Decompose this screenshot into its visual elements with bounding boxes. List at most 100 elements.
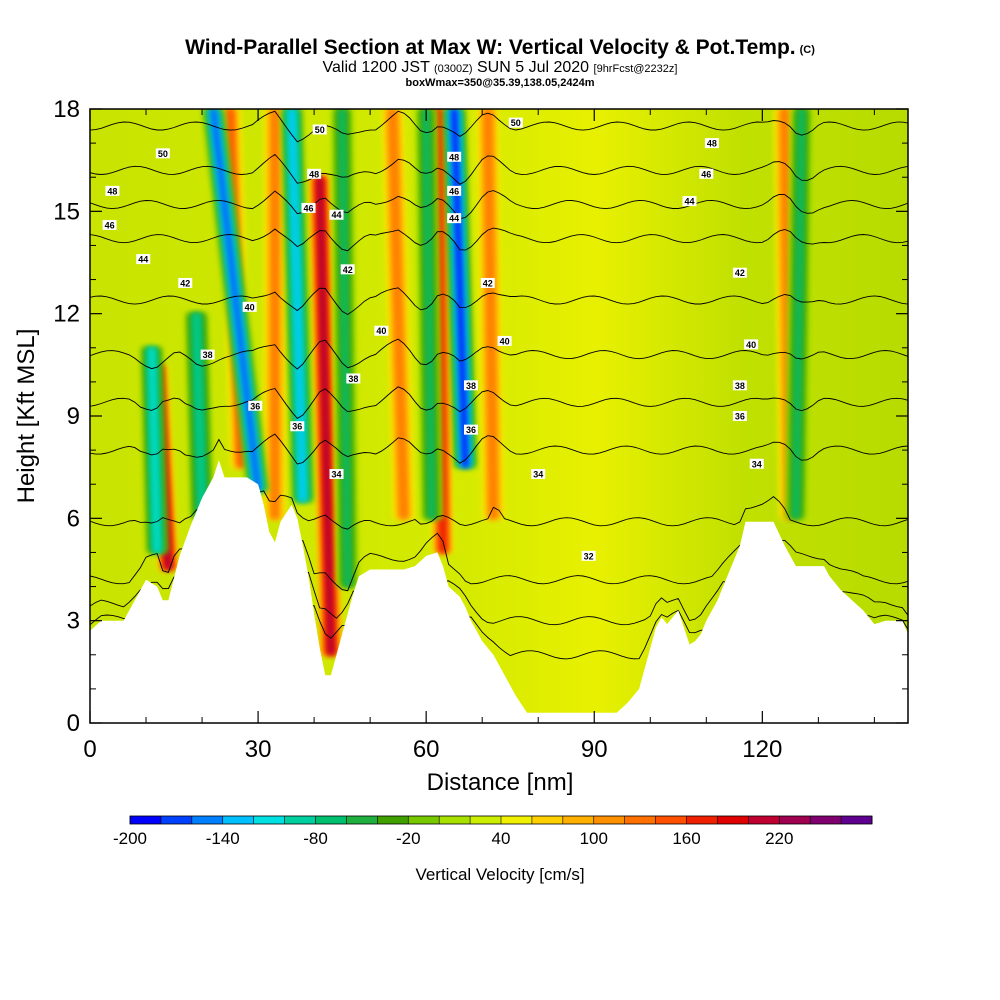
- updraft-band-layer: [390, 109, 406, 519]
- contour-label: 34: [332, 469, 342, 479]
- x-axis-title: Distance [nm]: [427, 769, 574, 796]
- contour-label-bg: [497, 335, 512, 346]
- contour-label: 46: [105, 220, 115, 230]
- contour-label: 46: [303, 203, 313, 213]
- y-axis-title: Height [Kft MSL]: [13, 329, 40, 504]
- downdraft-band-layer: [423, 109, 434, 519]
- downdraft-band-layer: [149, 347, 160, 553]
- contour-label-bg: [480, 277, 495, 288]
- colorbar-swatch: [377, 816, 409, 824]
- downdraft-band-4: [185, 313, 214, 519]
- colorbar-swatch: [624, 816, 656, 824]
- colorbar-tick-label: 160: [672, 829, 700, 848]
- colorbar-swatch: [346, 816, 378, 824]
- contour-label: 34: [533, 469, 543, 479]
- downdraft-band-2: [280, 109, 314, 502]
- contour-label-bg: [531, 468, 546, 479]
- contour-label: 38: [348, 374, 358, 384]
- contour-label-bg: [102, 219, 117, 230]
- colorbar-tick-label: -200: [113, 829, 147, 848]
- colorbar-swatch: [439, 816, 471, 824]
- downdraft-band-0: [202, 109, 270, 492]
- contour-label-bg: [346, 373, 361, 384]
- contour-label: 38: [735, 381, 745, 391]
- valid-utc: (0300Z): [434, 63, 473, 75]
- valid-date: SUN 5 Jul 2020: [477, 59, 590, 76]
- terrain: [90, 460, 908, 723]
- contour-label-bg: [301, 202, 316, 213]
- colorbar-swatch: [779, 816, 811, 824]
- plot-area: 5048464442403836365048464442403834484644…: [53, 96, 909, 763]
- colorbar-tick-label: -140: [206, 829, 240, 848]
- contour-label-bg: [290, 421, 305, 432]
- contour-label-bg: [242, 301, 257, 312]
- contour-label: 36: [466, 425, 476, 435]
- colorbar-swatch: [130, 816, 162, 824]
- contour-label: 42: [180, 278, 190, 288]
- contour-label: 40: [245, 302, 255, 312]
- valid-prefix: Valid 1200 JST: [322, 59, 430, 76]
- colorbar-swatch: [562, 816, 595, 824]
- contour-label-bg: [447, 185, 462, 196]
- downdraft-band-layer: [339, 109, 350, 587]
- velocity-field: [140, 109, 813, 655]
- isotherm-38: [90, 386, 908, 419]
- x-tick-label: 30: [245, 736, 272, 763]
- contour-label: 40: [376, 326, 386, 336]
- colorbar-swatch: [253, 816, 285, 824]
- colorbar-swatch: [160, 816, 193, 824]
- isotherm-44: [90, 227, 908, 252]
- isotherm-32: [90, 532, 908, 592]
- colorbar-swatch: [841, 816, 873, 824]
- contour-label: 50: [511, 118, 521, 128]
- contour-label-bg: [682, 196, 697, 207]
- contour-label-bg: [463, 380, 478, 391]
- contour-label-bg: [155, 148, 170, 159]
- y-tick-label: 15: [53, 198, 80, 225]
- contour-label-bg: [136, 254, 151, 265]
- isotherm-46: [90, 190, 908, 220]
- contour-label-bg: [704, 138, 719, 149]
- isotherm-40: [90, 338, 908, 370]
- y-tick-label: 0: [67, 710, 80, 737]
- chart-title-block: Wind-Parallel Section at Max W: Vertical…: [0, 36, 1000, 89]
- contour-label: 42: [343, 265, 353, 275]
- contour-label-bg: [178, 277, 193, 288]
- contour-label: 48: [449, 152, 459, 162]
- contour-label: 38: [466, 381, 476, 391]
- colorbar-swatch: [593, 816, 626, 824]
- contour-label: 44: [684, 197, 694, 207]
- colorbar-swatch: [222, 816, 255, 824]
- chart-title-suffix: (C): [799, 44, 815, 56]
- colorbar-swatch: [315, 816, 347, 824]
- contour-label-bg: [581, 550, 596, 561]
- contour-labels: 50 48 46 44 42 40 38 36 36 50 48 46 44 42 40 38 34 48 46 44…: [102, 117, 764, 561]
- colorbar: -200 -140 -80 -20 40 100 160 220: [113, 815, 873, 848]
- contour-label: 38: [203, 350, 213, 360]
- contour-label-bg: [447, 151, 462, 162]
- contour-label-bg: [749, 458, 764, 469]
- colorbar-swatch: [748, 816, 780, 824]
- terrain-mask: [90, 460, 908, 723]
- colorbar-swatch: [531, 816, 564, 824]
- contour-label-bg: [105, 185, 120, 196]
- contour-label-bg: [200, 349, 215, 360]
- contour-label: 40: [746, 340, 756, 350]
- downdraft-band-layer: [194, 313, 205, 519]
- contour-label: 40: [500, 336, 510, 346]
- updraft-band-5: [476, 109, 505, 519]
- contour-label-bg: [248, 400, 263, 411]
- contour-label: 44: [449, 214, 459, 224]
- contour-label: 48: [707, 139, 717, 149]
- colorbar-swatch: [686, 816, 718, 824]
- isotherm-34: [90, 490, 908, 530]
- contour-label-bg: [329, 468, 344, 479]
- colorbar-tick-label: 100: [580, 829, 608, 848]
- contour-label: 48: [107, 186, 117, 196]
- contour-label-bg: [732, 380, 747, 391]
- contour-label: 32: [584, 551, 594, 561]
- isotherm-48: [90, 153, 908, 185]
- isotherm-36: [90, 433, 908, 465]
- contour-label-bg: [329, 209, 344, 220]
